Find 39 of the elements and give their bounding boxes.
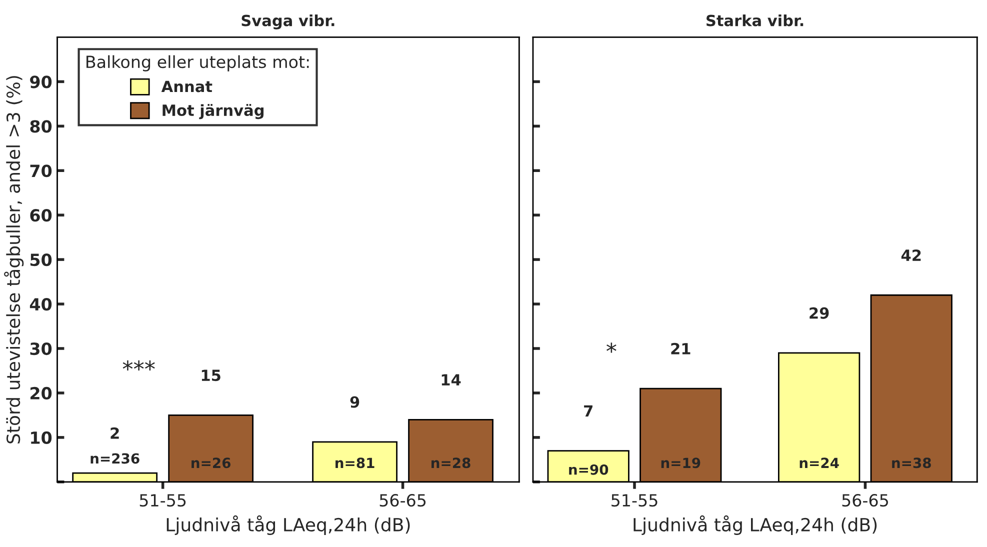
y-tick-label: 20 (30, 386, 52, 400)
x-tick-label: 51-55 (612, 494, 658, 507)
chart-title: Starka vibr. (706, 14, 804, 26)
annotation: n=19 (661, 458, 700, 468)
x-axis-title: Ljudnivå tåg LAeq,24h (dB) (166, 515, 410, 536)
legend-label: Mot järnväg (162, 104, 264, 120)
y-tick-label: 80 (30, 120, 52, 133)
annotation: n=90 (569, 464, 608, 475)
data-label: 14 (442, 374, 461, 386)
y-axis-title: Störd utevistelse tågbuller, andel >3 (%) (4, 76, 24, 444)
annotation: n=24 (800, 458, 839, 468)
annotation: *** (122, 360, 155, 371)
annotation: n=81 (336, 458, 374, 468)
data-label: 21 (671, 342, 690, 354)
legend-title: Balkong eller uteplats mot: (86, 55, 309, 72)
legend-label: Annat (161, 80, 212, 92)
annotation: * (606, 342, 616, 353)
annotation: n=28 (432, 458, 470, 468)
y-tick-label: 10 (31, 431, 52, 444)
y-tick-label: 30 (30, 342, 52, 356)
annotation: n=26 (192, 458, 230, 468)
x-tick-label: 51-55 (140, 494, 186, 507)
y-tick-label: 50 (30, 254, 52, 266)
x-axis-title: Ljudnivå tåg LAeq,24h (dB) (634, 515, 877, 536)
x-tick-label: 56-65 (380, 494, 426, 507)
data-label: 2 (110, 427, 119, 439)
y-tick-label: 60 (30, 209, 52, 222)
data-label: 42 (901, 249, 921, 261)
chart-title: Svaga vibr. (242, 14, 334, 30)
data-label: 9 (350, 396, 360, 408)
data-label: 15 (202, 370, 220, 382)
annotation: n=38 (892, 458, 931, 468)
y-tick-label: 90 (30, 76, 52, 88)
x-tick-label: 56-65 (842, 494, 888, 507)
annotation: n=236 (90, 453, 140, 464)
y-tick-label: 40 (30, 298, 52, 311)
y-tick-label: 70 (30, 164, 52, 178)
data-label: 7 (584, 405, 592, 416)
data-label: 29 (810, 307, 829, 319)
